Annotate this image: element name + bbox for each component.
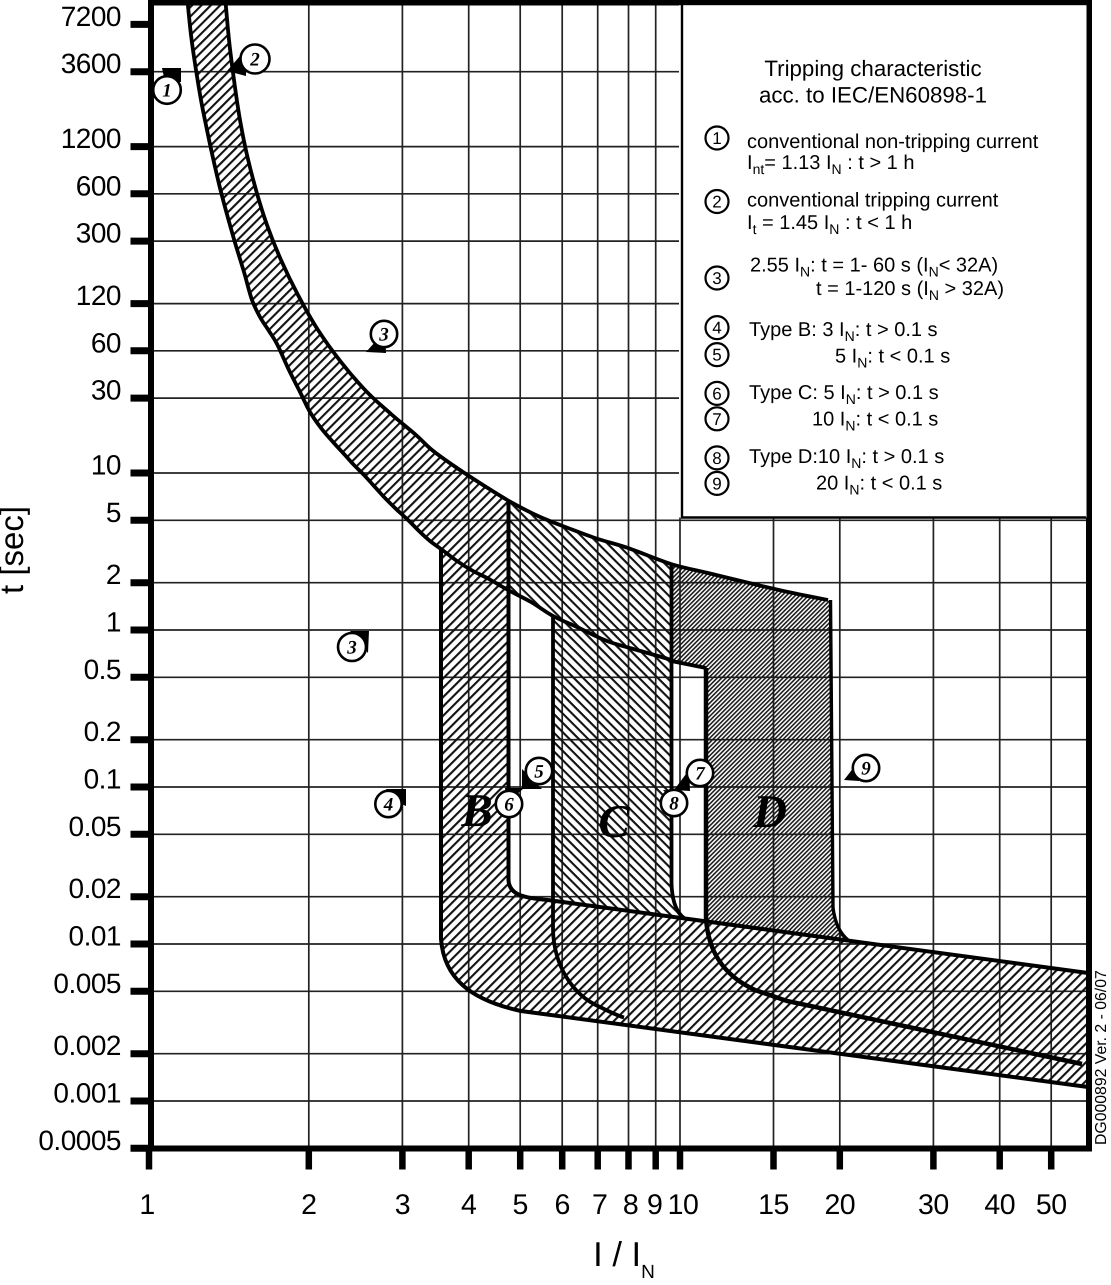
svg-text:30: 30: [91, 375, 121, 406]
svg-text:0.002: 0.002: [53, 1030, 121, 1061]
svg-text:5: 5: [106, 497, 121, 528]
svg-text:4: 4: [383, 795, 394, 816]
svg-text:B: B: [460, 785, 492, 837]
svg-text:40: 40: [984, 1189, 1015, 1221]
svg-text:9: 9: [712, 474, 721, 493]
svg-text:0.5: 0.5: [84, 654, 121, 685]
svg-text:t [sec]: t [sec]: [0, 506, 30, 594]
svg-text:10: 10: [91, 450, 121, 481]
svg-text:7: 7: [712, 410, 721, 429]
svg-text:Tripping characteristic: Tripping characteristic: [764, 56, 981, 81]
svg-text:6: 6: [712, 384, 721, 403]
svg-text:6: 6: [504, 795, 514, 816]
svg-text:4: 4: [461, 1189, 477, 1221]
svg-text:t = 1-120 s (IN​ > 32A): t = 1-120 s (IN​ > 32A): [816, 278, 1004, 303]
svg-text:0.0005: 0.0005: [38, 1125, 121, 1156]
svg-text:0.1: 0.1: [84, 764, 121, 795]
svg-text:2.55 IN​: t = 1- 60 s (IN​< 32: 2.55 IN​: t = 1- 60 s (IN​< 32A): [750, 255, 998, 280]
svg-text:20 IN​: t < 0.1 s: 20 IN​: t < 0.1 s: [816, 472, 942, 497]
svg-text:D: D: [752, 786, 787, 838]
svg-text:Int​= 1.13 IN​ : t > 1 h: Int​= 1.13 IN​ : t > 1 h: [747, 152, 914, 177]
svg-text:7: 7: [695, 764, 706, 785]
svg-text:acc. to IEC/EN60898-1: acc. to IEC/EN60898-1: [759, 83, 987, 108]
svg-text:3: 3: [395, 1189, 410, 1221]
svg-text:Type B: 3 IN​: t > 0.1 s: Type B: 3 IN​: t > 0.1 s: [749, 319, 938, 344]
svg-text:DG000892 Ver. 2 - 06/07: DG000892 Ver. 2 - 06/07: [1093, 970, 1110, 1145]
svg-text:2: 2: [106, 559, 121, 590]
svg-text:0.01: 0.01: [69, 921, 122, 952]
svg-text:C: C: [598, 796, 630, 848]
svg-text:5: 5: [513, 1189, 528, 1221]
svg-text:conventional non-tripping curr: conventional non-tripping current: [747, 131, 1039, 153]
svg-text:15: 15: [758, 1189, 789, 1221]
svg-text:7200: 7200: [61, 1, 121, 32]
svg-text:0.005: 0.005: [53, 968, 121, 999]
svg-text:120: 120: [76, 280, 121, 311]
svg-text:It​ = 1.45 IN​ : t < 1 h: It​ = 1.45 IN​ : t < 1 h: [747, 212, 912, 237]
svg-text:9: 9: [647, 1189, 662, 1221]
svg-text:0.001: 0.001: [53, 1078, 121, 1109]
svg-text:50: 50: [1036, 1189, 1067, 1221]
svg-text:3600: 3600: [61, 48, 121, 79]
svg-text:3: 3: [346, 638, 357, 659]
svg-text:3: 3: [378, 325, 389, 346]
svg-text:2: 2: [249, 50, 260, 71]
svg-text:8: 8: [623, 1189, 638, 1221]
svg-text:30: 30: [918, 1189, 949, 1221]
svg-text:5: 5: [534, 762, 544, 783]
svg-text:0.05: 0.05: [69, 811, 122, 842]
svg-text:2: 2: [301, 1189, 316, 1221]
svg-text:600: 600: [76, 170, 121, 201]
svg-text:Type C: 5 IN​: t > 0.1 s: Type C: 5 IN​: t > 0.1 s: [749, 382, 939, 407]
svg-text:1: 1: [162, 81, 172, 102]
svg-text:20: 20: [824, 1189, 855, 1221]
svg-text:conventional tripping current: conventional tripping current: [747, 190, 999, 212]
svg-text:0.2: 0.2: [84, 716, 121, 747]
svg-text:10: 10: [668, 1189, 699, 1221]
svg-text:1: 1: [712, 129, 721, 148]
svg-text:10 IN​: t < 0.1 s: 10 IN​: t < 0.1 s: [812, 409, 938, 434]
svg-text:1200: 1200: [61, 123, 121, 154]
svg-text:2: 2: [712, 193, 721, 212]
svg-text:7: 7: [592, 1189, 607, 1221]
svg-text:9: 9: [861, 759, 871, 780]
svg-text:8: 8: [712, 449, 721, 468]
svg-text:60: 60: [91, 327, 121, 358]
svg-text:8: 8: [669, 794, 679, 815]
svg-text:5 IN​: t < 0.1 s: 5 IN​: t < 0.1 s: [835, 346, 950, 371]
svg-text:3: 3: [712, 269, 721, 288]
svg-text:6: 6: [555, 1189, 570, 1221]
svg-text:1: 1: [139, 1189, 154, 1221]
svg-text:Type D:10 IN​: t > 0.1 s: Type D:10 IN​: t > 0.1 s: [749, 446, 944, 471]
svg-text:5: 5: [712, 346, 721, 365]
svg-text:0.02: 0.02: [69, 873, 122, 904]
svg-text:300: 300: [76, 218, 121, 249]
svg-text:4: 4: [712, 319, 721, 338]
svg-text:1: 1: [106, 607, 121, 638]
